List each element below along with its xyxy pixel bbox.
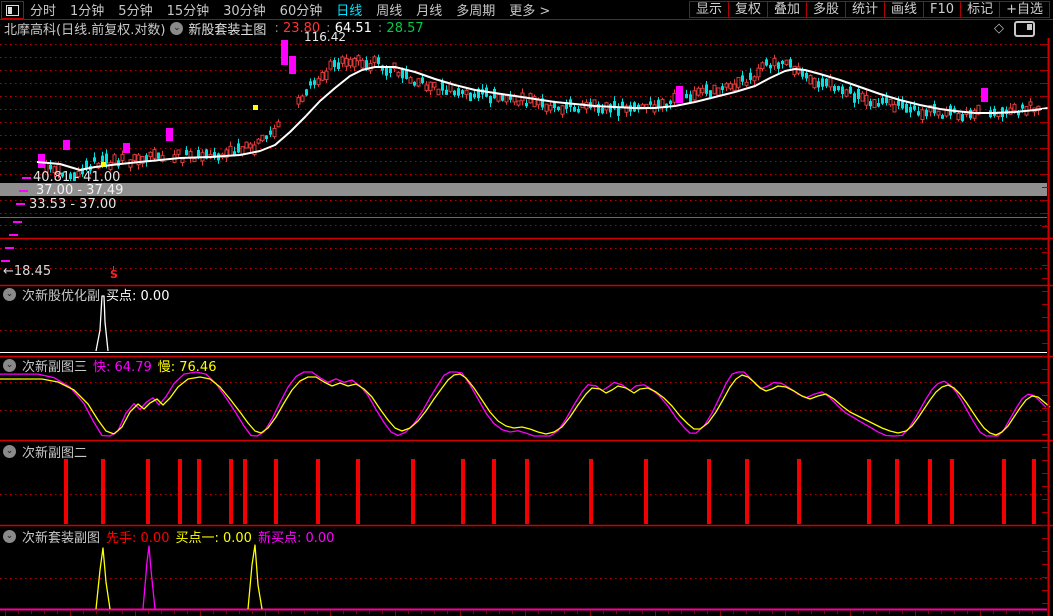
panel-title[interactable]: 次新副图三: [22, 359, 88, 375]
layout-toggle-button[interactable]: [1, 1, 24, 19]
toolbar-button-3[interactable]: 多股: [806, 1, 847, 18]
title-right-icons: ◇: [994, 20, 1035, 37]
period-tab-3[interactable]: 15分钟: [166, 4, 210, 19]
toolbar-right-buttons: 显示 复权 叠加 多股 统计 画线 F10 标记 +自选: [688, 1, 1050, 18]
panel-header-futu2: ⌄ 次新副图二: [3, 444, 88, 461]
value-separator: :: [274, 21, 283, 36]
panel-title[interactable]: 次新副图二: [22, 445, 88, 461]
period-tab-1[interactable]: 1分钟: [70, 4, 105, 19]
panel-header-taozhuang: ⌄ 次新套装副图 先手: 0.00 买点一: 0.00 新买点: 0.00: [3, 529, 335, 546]
split-view-icon: [6, 4, 19, 16]
toolbar-button-6[interactable]: F10: [923, 1, 962, 18]
indicator-value: 28.57: [386, 21, 424, 36]
collapse-icon[interactable]: ⌄: [3, 358, 16, 372]
diamond-icon[interactable]: ◇: [994, 21, 1004, 36]
panel-field: 买点: 0.00: [106, 288, 170, 304]
panel-field: 快: 64.79: [93, 359, 152, 375]
toolbar-button-2[interactable]: 叠加: [766, 1, 807, 18]
main-indicator-name[interactable]: 新股套装主图: [188, 23, 267, 38]
peak-price-label: 116.42: [304, 30, 346, 44]
chart-title-bar: 北摩高科(日线.前复权.对数) ⌄ 新股套装主图 : 23.80: 64.51:…: [0, 20, 1053, 38]
toolbar-button-5[interactable]: 画线: [884, 1, 925, 18]
panel-title[interactable]: 次新股优化副: [22, 288, 101, 304]
window-layout-icon[interactable]: [1014, 20, 1035, 37]
period-tab-10[interactable]: 更多 >: [509, 4, 551, 19]
panel-field: 先手: 0.00: [106, 530, 170, 546]
period-tab-9[interactable]: 多周期: [456, 4, 496, 19]
toolbar-button-0[interactable]: 显示: [688, 1, 729, 18]
period-tab-6[interactable]: 日线: [336, 4, 363, 19]
indicator-value: 23.80: [282, 21, 321, 36]
collapse-icon[interactable]: ⌄: [3, 529, 16, 543]
period-tab-7[interactable]: 周线: [376, 4, 403, 19]
value-separator: :: [326, 21, 335, 36]
price-range-label: 40.81 - 41.00: [33, 170, 121, 185]
toolbar-button-7[interactable]: 标记: [960, 1, 1001, 18]
period-tabs: 分时 1分钟 5分钟 15分钟 30分钟 60分钟 日线 周线 月线 多周期 更多 >: [30, 0, 550, 19]
period-tab-0[interactable]: 分时: [30, 4, 57, 19]
period-tab-8[interactable]: 月线: [416, 4, 443, 19]
toolbar-button-4[interactable]: 统计: [845, 1, 886, 18]
indicator-value: 64.51: [334, 21, 372, 36]
toolbar-button-8[interactable]: +自选: [999, 1, 1050, 18]
signal-marker: S: [110, 266, 118, 281]
period-tab-5[interactable]: 60分钟: [279, 4, 323, 19]
chevron-down-icon[interactable]: ⌄: [170, 22, 184, 35]
period-tab-2[interactable]: 5分钟: [118, 4, 153, 19]
stock-name: 北摩高科(日线.前复权.对数): [4, 23, 166, 38]
panel-field: 新买点: 0.00: [257, 530, 335, 546]
value-separator: :: [377, 21, 387, 36]
collapse-icon[interactable]: ⌄: [3, 287, 16, 301]
panel-header-cixingu-youhua: ⌄ 次新股优化副 买点: 0.00: [3, 287, 170, 304]
panel-field: 慢: 76.46: [157, 359, 217, 375]
period-toolbar: 分时 1分钟 5分钟 15分钟 30分钟 60分钟 日线 周线 月线 多周期 更多 > 显示 复权 叠加…: [0, 0, 1053, 20]
panel-field: 买点一: 0.00: [175, 530, 252, 546]
panel-title[interactable]: 次新套装副图: [22, 530, 101, 546]
panel-header-futu3: ⌄ 次新副图三 快: 64.79 慢: 76.46: [3, 358, 217, 375]
period-tab-4[interactable]: 30分钟: [223, 4, 266, 19]
price-range-label: 33.53 - 37.00: [29, 197, 117, 212]
price-arrow-label: ←18.45: [3, 264, 52, 279]
signal-tick-icon: [113, 266, 115, 270]
collapse-icon[interactable]: ⌄: [3, 444, 16, 458]
price-range-label: 37.00 - 37.49: [36, 183, 124, 198]
indicator-values: : 23.80: 64.51: 28.57: [274, 21, 423, 36]
